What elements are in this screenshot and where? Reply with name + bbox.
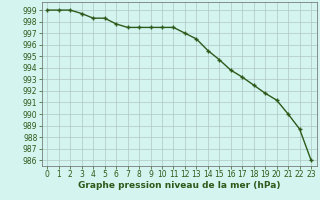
X-axis label: Graphe pression niveau de la mer (hPa): Graphe pression niveau de la mer (hPa)	[78, 181, 280, 190]
